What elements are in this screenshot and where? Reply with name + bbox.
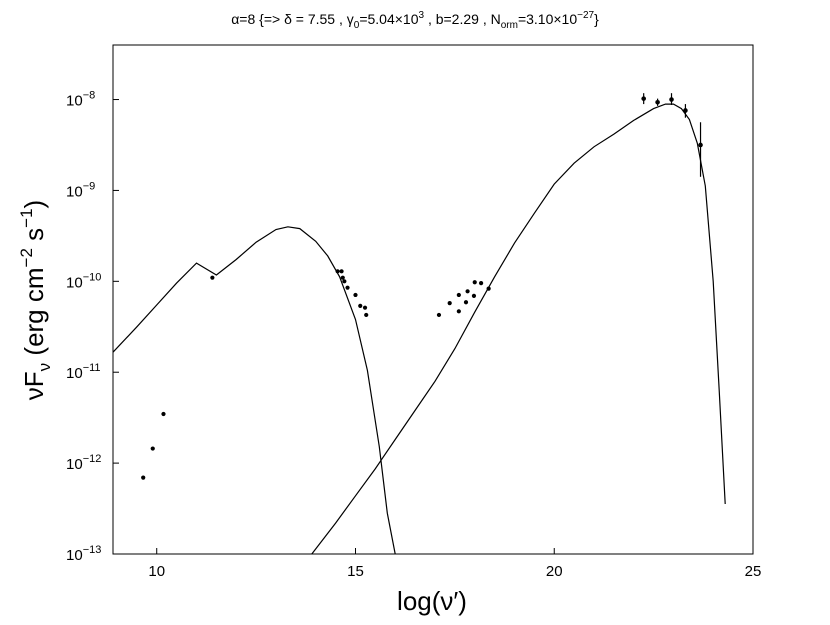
title-close: } bbox=[594, 11, 599, 27]
y-tick-base: 10 bbox=[66, 183, 83, 200]
y-tick-exp: −10 bbox=[83, 271, 102, 283]
title-gamma-val: =5.04×10 bbox=[359, 11, 418, 27]
data-point bbox=[161, 411, 166, 417]
x-tick-label: 10 bbox=[148, 563, 165, 580]
error-point bbox=[698, 142, 703, 148]
data-point bbox=[141, 475, 146, 480]
y-tick-label: 10−11 bbox=[66, 362, 101, 382]
data-point bbox=[362, 305, 368, 310]
y-tick-base: 10 bbox=[66, 274, 83, 291]
data-point bbox=[340, 275, 345, 280]
x-tick-label: 20 bbox=[546, 563, 563, 580]
model-curve-synchrotron bbox=[112, 226, 396, 555]
title-norm-sub: orm bbox=[501, 20, 518, 31]
error-point bbox=[669, 97, 674, 102]
y-tick-exp: −11 bbox=[83, 362, 101, 374]
data-point bbox=[353, 292, 358, 298]
data-point bbox=[447, 301, 452, 306]
plot-frame bbox=[112, 44, 754, 555]
y-tick-exp: −8 bbox=[83, 90, 96, 102]
y-tick-base: 10 bbox=[66, 456, 83, 473]
data-point bbox=[436, 312, 442, 318]
y-title-close: ) bbox=[19, 200, 49, 209]
y-tick-label: 10−9 bbox=[66, 180, 95, 200]
y-title-sub: ν bbox=[35, 363, 54, 372]
title-gamma: γ bbox=[347, 11, 354, 27]
error-point bbox=[683, 108, 688, 113]
data-point bbox=[150, 446, 155, 451]
title-delta: {=> δ = 7.55 , bbox=[259, 11, 343, 27]
title-norm-val: =3.10×10 bbox=[518, 11, 577, 27]
data-point bbox=[335, 269, 340, 274]
data-point bbox=[456, 309, 461, 314]
title-norm-exp: −27 bbox=[577, 10, 594, 21]
data-point bbox=[472, 280, 477, 285]
y-tick-exp: −12 bbox=[83, 453, 102, 465]
y-title-unit2: s bbox=[19, 228, 49, 248]
title-alpha: α=8 bbox=[231, 11, 255, 27]
y-title-unit1: (erg cm bbox=[19, 267, 49, 362]
data-point bbox=[210, 275, 215, 280]
error-point bbox=[641, 96, 646, 101]
x-axis-title: log(ν′) bbox=[397, 586, 467, 616]
y-tick-base: 10 bbox=[66, 365, 83, 382]
data-point bbox=[342, 279, 347, 284]
data-point bbox=[471, 293, 477, 298]
y-tick-label: 10−8 bbox=[66, 90, 95, 110]
chart-title: α=8 {=> δ = 7.55 , γ0=5.04×103 , b=2.29 … bbox=[231, 5, 599, 31]
y-axis-title: νFν (erg cm−2 s−1) bbox=[17, 200, 54, 400]
x-tick-label: 25 bbox=[745, 563, 762, 580]
x-tick-label: 15 bbox=[347, 563, 364, 580]
y-tick-base: 10 bbox=[66, 547, 83, 564]
y-tick-label: 10−12 bbox=[66, 453, 101, 473]
data-point bbox=[456, 292, 461, 298]
data-point bbox=[339, 269, 344, 274]
data-point bbox=[345, 285, 350, 290]
data-point bbox=[478, 281, 484, 286]
data-point bbox=[463, 300, 469, 305]
title-b: , b=2.29 , N bbox=[428, 11, 501, 27]
y-tick-label: 10−10 bbox=[66, 271, 101, 291]
model-curve-inverse-compton bbox=[311, 103, 726, 555]
y-tick-exp: −13 bbox=[83, 544, 102, 556]
title-gamma-sub: 0 bbox=[354, 20, 360, 31]
y-title-exp2: −1 bbox=[17, 208, 36, 227]
data-point bbox=[486, 286, 491, 291]
y-tick-exp: −9 bbox=[83, 180, 96, 192]
data-point bbox=[358, 303, 363, 308]
title-gamma-exp: 3 bbox=[418, 10, 424, 21]
y-title-main: νF bbox=[19, 371, 49, 400]
model-curves bbox=[112, 103, 726, 555]
y-tick-base: 10 bbox=[66, 93, 83, 110]
y-tick-label: 10−13 bbox=[66, 544, 101, 564]
data-points bbox=[141, 93, 703, 480]
data-point bbox=[465, 289, 470, 294]
y-title-exp1: −2 bbox=[17, 248, 36, 267]
data-point bbox=[364, 312, 369, 318]
error-point bbox=[655, 99, 660, 105]
